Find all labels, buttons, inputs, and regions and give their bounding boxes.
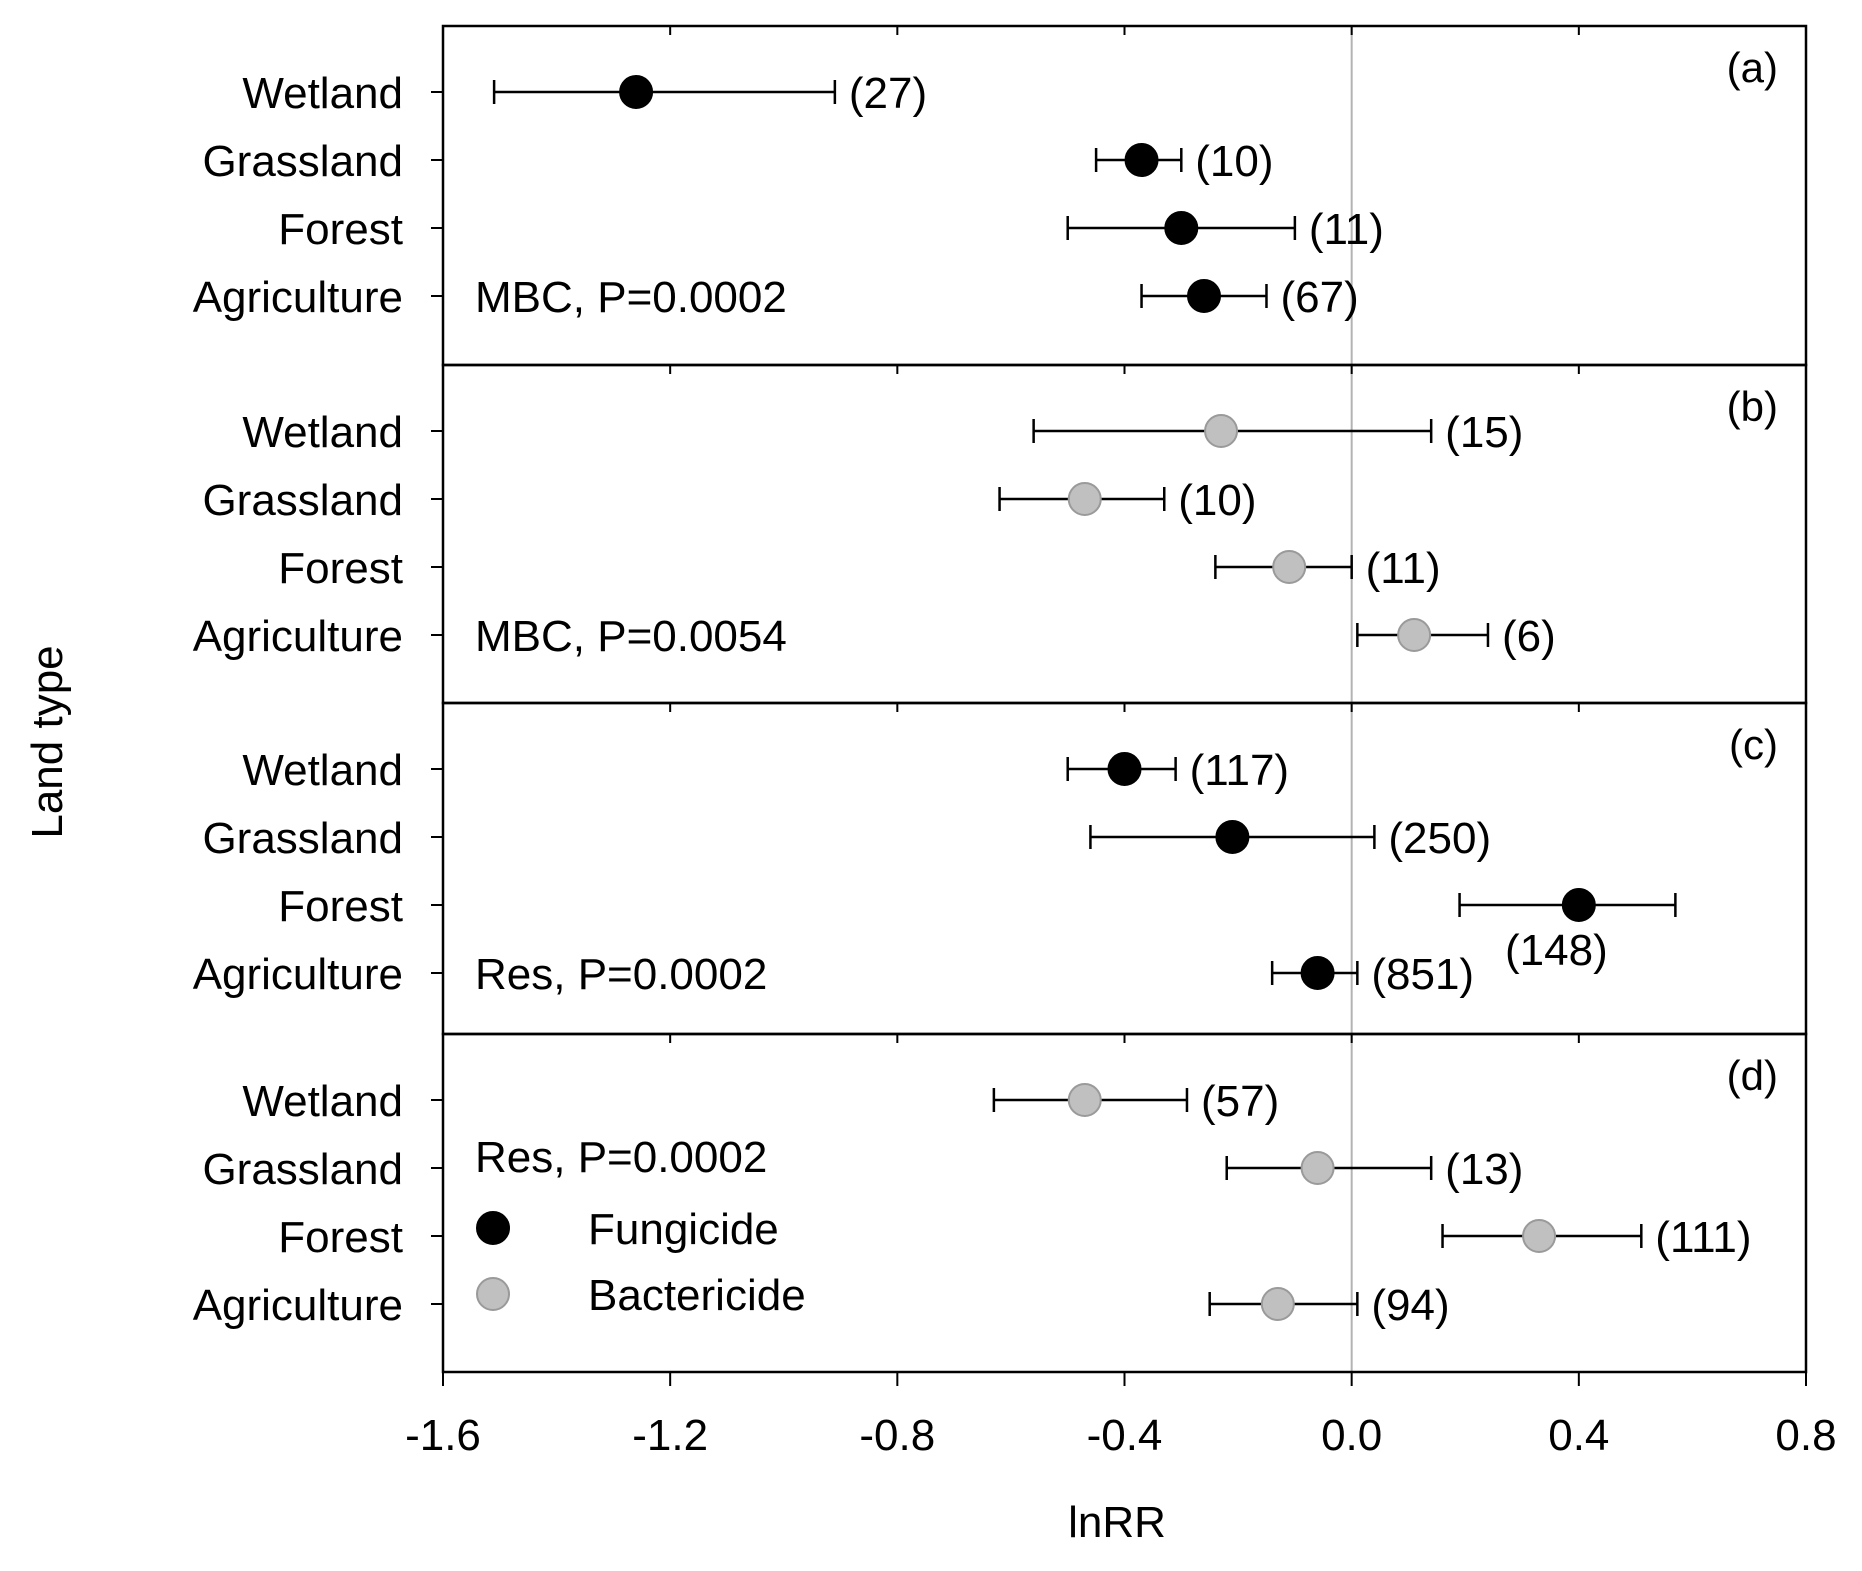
data-point-wetland: [1067, 1083, 1102, 1117]
data-point-forest: [1522, 1219, 1557, 1253]
x-tick-label: -1.6: [405, 1411, 481, 1460]
panel-tag: (b): [1727, 383, 1778, 430]
category-label-wetland: Wetland: [242, 1077, 403, 1126]
y-axis-title: Land type: [23, 645, 72, 838]
panel-annotation: MBC, P=0.0002: [475, 273, 787, 322]
category-label-forest: Forest: [278, 1213, 403, 1262]
panel-tag: (d): [1727, 1052, 1778, 1099]
data-point-grassland: [1215, 820, 1250, 854]
data-point-agriculture: [1300, 956, 1335, 990]
data-point-wetland: [1107, 752, 1142, 786]
sample-size-label: (57): [1201, 1077, 1279, 1126]
panel-tag: (a): [1727, 44, 1778, 91]
category-label-wetland: Wetland: [242, 69, 403, 118]
sample-size-label: (851): [1371, 950, 1474, 999]
legend-label-fungicide: Fungicide: [588, 1205, 779, 1254]
panel-a: (a) MBC, P=0.0002 Wetland (27) Grassland (10)…: [193, 24, 1808, 367]
data-point-grassland: [1124, 143, 1159, 177]
sample-size-label: (15): [1445, 408, 1523, 457]
data-point-wetland: [1204, 414, 1239, 448]
sample-size-label: (94): [1371, 1281, 1449, 1330]
x-tick-label: -0.4: [1087, 1411, 1163, 1460]
category-label-agriculture: Agriculture: [193, 950, 403, 999]
sample-size-label: (250): [1388, 814, 1491, 863]
panel-annotation: MBC, P=0.0054: [475, 612, 787, 661]
panel-b: (b) MBC, P=0.0054 Wetland (15) Grassland (10)…: [193, 363, 1808, 705]
category-label-grassland: Grassland: [202, 1145, 403, 1194]
data-point-forest: [1561, 888, 1596, 922]
data-point-agriculture: [1397, 618, 1432, 652]
panel-d: (d) Res, P=0.0002 Wetland (57) Grassland (13)…: [193, 1032, 1808, 1374]
category-label-forest: Forest: [278, 544, 403, 593]
sample-size-label: (67): [1280, 273, 1358, 322]
data-point-grassland: [1067, 482, 1102, 516]
category-label-grassland: Grassland: [202, 137, 403, 186]
sample-size-label: (117): [1190, 746, 1289, 795]
data-point-grassland: [1300, 1151, 1335, 1185]
legend-label-bactericide: Bactericide: [588, 1271, 806, 1320]
legend-marker-bactericide: [476, 1277, 510, 1311]
category-label-wetland: Wetland: [242, 746, 403, 795]
category-label-agriculture: Agriculture: [193, 273, 403, 322]
sample-size-label: (10): [1178, 476, 1256, 525]
panel-frame: [441, 1032, 1808, 1374]
x-tick-label: -0.8: [859, 1411, 935, 1460]
sample-size-label: (6): [1502, 612, 1556, 661]
sample-size-label: (11): [1366, 544, 1441, 593]
panel-tag: (c): [1729, 721, 1778, 768]
data-point-agriculture: [1187, 279, 1222, 313]
panel-annotation: Res, P=0.0002: [475, 1133, 767, 1182]
category-label-grassland: Grassland: [202, 814, 403, 863]
x-tick-label: 0.4: [1548, 1411, 1609, 1460]
panel-c: (c) Res, P=0.0002 Wetland (117) Grassland (25…: [193, 701, 1808, 1036]
data-point-wetland: [619, 75, 654, 109]
x-axis-title: lnRR: [1068, 1498, 1166, 1547]
x-tick-label: 0.8: [1775, 1411, 1836, 1460]
x-tick-label: -1.2: [632, 1411, 708, 1460]
category-label-agriculture: Agriculture: [193, 1281, 403, 1330]
sample-size-label: (148): [1505, 926, 1608, 975]
category-label-agriculture: Agriculture: [193, 612, 403, 661]
data-point-forest: [1164, 211, 1199, 245]
data-point-agriculture: [1260, 1287, 1295, 1321]
category-label-forest: Forest: [278, 205, 403, 254]
legend-marker-fungicide: [476, 1211, 510, 1245]
data-point-forest: [1272, 550, 1307, 584]
category-label-wetland: Wetland: [242, 408, 403, 457]
sample-size-label: (10): [1195, 137, 1273, 186]
sample-size-label: (13): [1445, 1145, 1523, 1194]
sample-size-label: (27): [849, 69, 927, 118]
category-label-forest: Forest: [278, 882, 403, 931]
panel-annotation: Res, P=0.0002: [475, 950, 767, 999]
sample-size-label: (111): [1655, 1213, 1751, 1262]
sample-size-label: (11): [1309, 205, 1384, 254]
category-label-grassland: Grassland: [202, 476, 403, 525]
x-tick-label: 0.0: [1321, 1411, 1382, 1460]
